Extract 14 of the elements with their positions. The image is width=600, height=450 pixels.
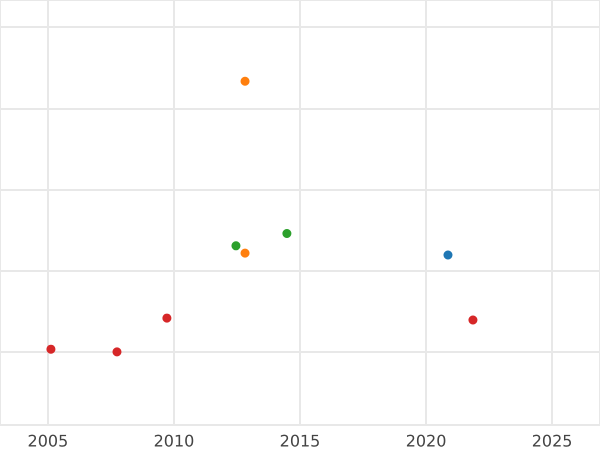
point <box>162 314 172 323</box>
point <box>240 76 250 86</box>
point <box>282 228 292 238</box>
x-tick-label: 2005 <box>28 432 68 450</box>
point <box>443 250 452 260</box>
point <box>46 344 56 354</box>
point <box>240 248 250 258</box>
x-tick-label: 2025 <box>532 432 572 450</box>
point <box>112 347 122 356</box>
point <box>468 315 478 324</box>
x-tick-label: 2015 <box>280 432 320 450</box>
point <box>231 241 240 250</box>
x-tick-label: 2010 <box>154 432 194 450</box>
x-tick-label: 2020 <box>406 432 446 450</box>
